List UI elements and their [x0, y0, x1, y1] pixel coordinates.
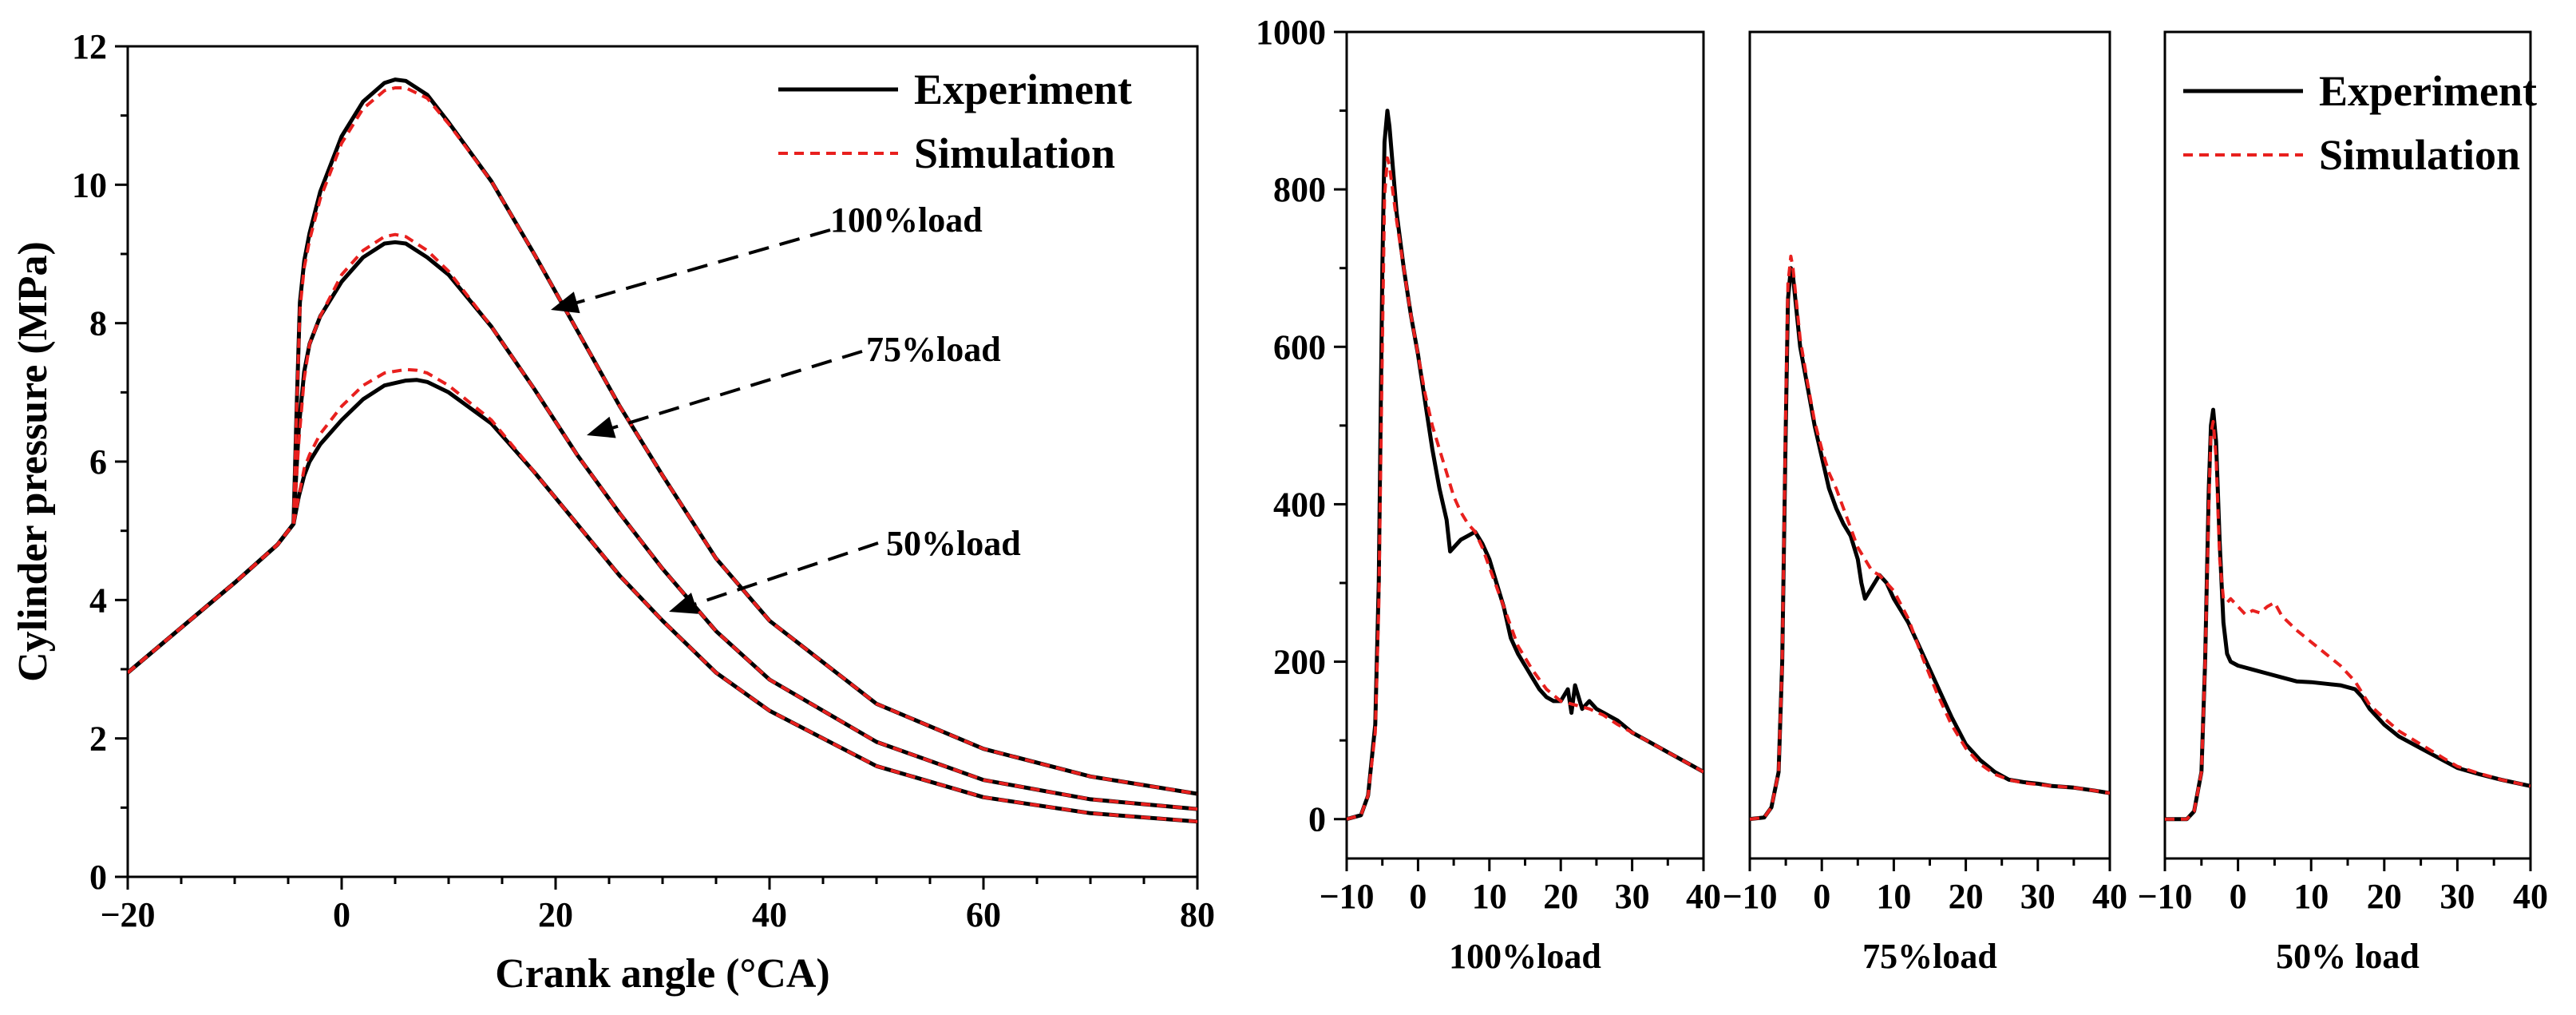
x-tick-label: 40 [2092, 877, 2127, 916]
y-tick-label: 4 [89, 581, 107, 620]
x-tick-label: 20 [1543, 877, 1578, 916]
x-tick-label: 30 [1615, 877, 1650, 916]
series-line-simulation [2165, 419, 2530, 821]
legend-label-experiment: Experiment [2319, 67, 2537, 115]
y-tick-label: 6 [89, 442, 107, 482]
x-tick-label: −10 [1722, 877, 1777, 916]
series-line-experiment [2165, 407, 2530, 822]
series-line-simulation-100-load [128, 86, 1197, 795]
legend: Experiment Simulation [2183, 67, 2537, 179]
y-tick-label: 800 [1273, 170, 1326, 209]
annotation-arrow-line [686, 541, 879, 609]
series-line-experiment [1347, 109, 1703, 822]
series-line-simulation-50-load [128, 367, 1197, 823]
y-tick-label: 1000 [1256, 13, 1326, 52]
y-tick-label: 8 [89, 304, 107, 343]
panel-label: 100%load [1449, 937, 1601, 976]
legend-label-simulation: Simulation [914, 129, 1115, 177]
plot-frame [1748, 30, 2111, 860]
y-tick-label: 400 [1273, 485, 1326, 524]
legend-label-simulation: Simulation [2319, 131, 2520, 179]
series-group [1347, 109, 1703, 822]
series-group [1750, 254, 2110, 822]
x-tick-label: 20 [538, 895, 573, 934]
x-tick-label: 10 [1876, 877, 1911, 916]
annotation-arrow-line [568, 228, 831, 307]
chart-panel-3: −10 0 10 20 30 40 75%load [1722, 30, 2127, 976]
y-tick-label: 600 [1273, 327, 1326, 367]
series-line-experiment [1750, 266, 2110, 822]
y-tick-label: 10 [72, 165, 107, 204]
series-line-experiment-100-load [128, 77, 1197, 796]
x-tick-label: 40 [1686, 877, 1721, 916]
series-line-simulation-75-load [128, 232, 1197, 811]
x-tick-label: −10 [1319, 877, 1374, 916]
x-tick-label: 60 [966, 895, 1001, 934]
annotation-arrow-line [603, 350, 863, 432]
x-tick-label: 30 [2020, 877, 2056, 916]
y-tick-label: 2 [89, 720, 107, 759]
x-tick-label: 10 [2293, 877, 2329, 916]
x-tick-label: 10 [1472, 877, 1507, 916]
annotation-arrowhead [669, 593, 698, 614]
series-group [2165, 407, 2530, 822]
x-tick-label: 0 [333, 895, 350, 934]
annotation-arrowhead [551, 291, 580, 314]
panel-label: 50% load [2276, 937, 2420, 976]
annotation-label: 50%load [886, 524, 1021, 563]
x-tick-label: −10 [2137, 877, 2192, 916]
x-tick-label: 40 [2513, 877, 2548, 916]
x-tick-label: 40 [752, 895, 787, 934]
annotation-3: 50%load [669, 524, 1021, 614]
legend: Experiment Simulation [778, 65, 1132, 177]
series-line-simulation [1347, 156, 1703, 821]
annotation-1: 100%load [551, 200, 983, 314]
annotation-arrowhead [587, 416, 616, 438]
x-tick-label: 30 [2439, 877, 2475, 916]
series-line-experiment-50-load [128, 378, 1197, 824]
x-tick-label: 20 [2367, 877, 2402, 916]
y-tick-label: 200 [1273, 643, 1326, 682]
y-axis-title: Cylinder pressure (MPa) [10, 241, 56, 682]
y-tick-label: 12 [72, 27, 107, 66]
x-tick-label: −20 [100, 895, 155, 934]
chart-panel-4: −10 0 10 20 30 40 50% load Experiment Simulation [2137, 30, 2548, 976]
annotation-2: 75%load [587, 330, 1001, 438]
plot-frame [1345, 30, 1705, 860]
y-tick-label: 0 [89, 858, 107, 897]
x-tick-label: 80 [1180, 895, 1215, 934]
series-group [128, 77, 1197, 824]
x-tick-label: 20 [1949, 877, 1984, 916]
series-line-simulation [1750, 254, 2110, 821]
series-line-experiment-75-load [128, 240, 1197, 811]
annotation-label: 100%load [830, 200, 983, 240]
legend-label-experiment: Experiment [914, 65, 1132, 113]
y-tick-label: 0 [1308, 800, 1326, 839]
x-tick-label: 0 [1813, 877, 1830, 916]
x-axis-title: Crank angle (°CA) [495, 951, 829, 997]
annotation-label: 75%load [866, 330, 1001, 369]
panel-label: 75%load [1862, 937, 1997, 976]
x-tick-label: 0 [1409, 877, 1426, 916]
x-tick-label: 0 [2230, 877, 2247, 916]
